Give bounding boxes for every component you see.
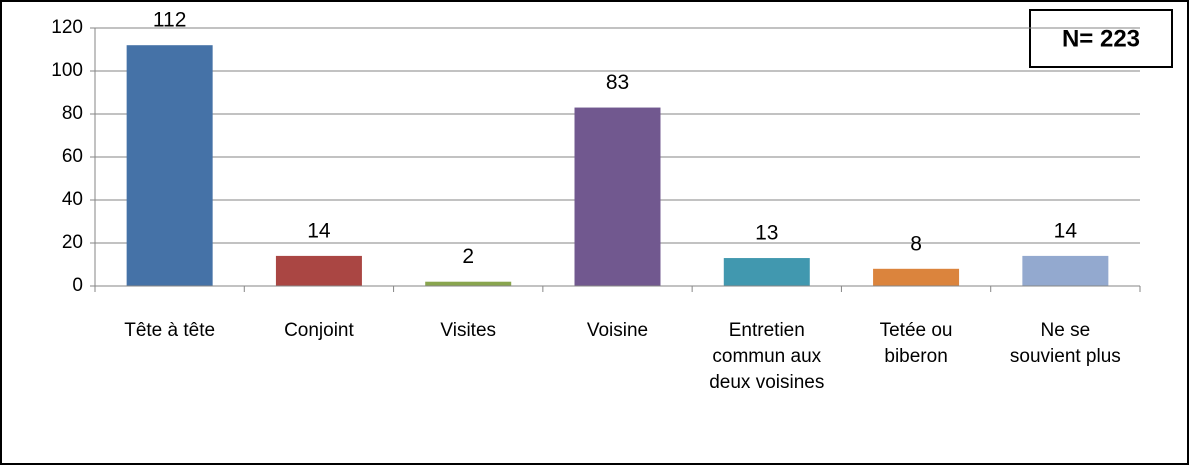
y-tick-label: 80: [62, 103, 83, 124]
bar: [723, 258, 810, 286]
data-label: 14: [1054, 219, 1078, 242]
x-tick-label: Tête à tête: [124, 320, 215, 341]
bar: [425, 281, 512, 286]
x-tick-label: Entretien commun aux deux voisines: [709, 320, 824, 393]
data-label: 112: [153, 9, 186, 32]
y-tick-label: 20: [62, 232, 83, 253]
x-tick-label: Tetée ou biberon: [880, 320, 953, 367]
y-tick-label: 100: [51, 60, 83, 81]
x-tick-label: Voisine: [587, 320, 648, 341]
annotation: N= 223: [1062, 25, 1140, 52]
y-tick-label: 120: [51, 17, 83, 38]
bar: [1022, 255, 1109, 286]
data-label: 13: [755, 222, 778, 245]
data-label: 14: [307, 219, 331, 242]
bar: [275, 255, 362, 286]
data-label: 8: [910, 232, 922, 255]
bar: [873, 268, 960, 286]
y-tick-label: 40: [62, 189, 83, 210]
x-tick-label: Visites: [440, 320, 496, 341]
bar: [574, 107, 661, 286]
y-tick-label: 0: [72, 275, 83, 296]
data-label: 83: [606, 71, 629, 94]
data-label: 2: [462, 245, 474, 268]
annotation-box: [1029, 9, 1173, 68]
bar: [126, 45, 213, 287]
y-tick-label: 60: [62, 146, 83, 167]
x-tick-label: Conjoint: [284, 320, 354, 341]
x-tick-label: Ne se souvient plus: [1010, 320, 1121, 367]
